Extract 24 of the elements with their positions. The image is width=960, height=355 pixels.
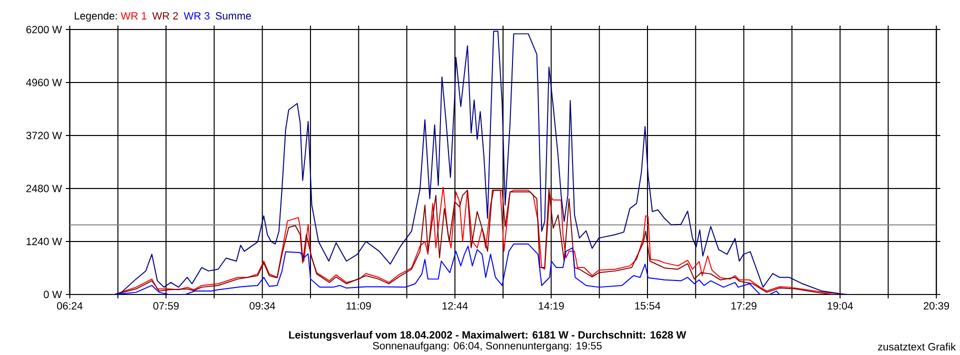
x-tick-label: 14:19 xyxy=(538,302,564,310)
x-tick-label: 09:34 xyxy=(250,302,276,310)
y-tick-label: 6200 W xyxy=(26,26,62,34)
text: Leistungsverlauf vom 18.04.2002 - Maximalwert: 6181 W - Durchschnitt: 1628 W xyxy=(289,331,686,341)
y-tick-label: 2480 W xyxy=(26,185,62,192)
text: Sonnenaufgang: 06:04, Sonnenuntergang: 19:55 xyxy=(372,342,602,352)
legend-title: Legende: xyxy=(74,12,117,22)
text: WR 1 xyxy=(120,12,146,20)
x-tick-label: 17:29 xyxy=(731,302,756,310)
x-tick-label: 19:04 xyxy=(828,302,853,310)
x-tick-label: 11:09 xyxy=(346,302,371,310)
y-tick-label: 4960 W xyxy=(26,79,62,86)
text: WR 2 xyxy=(152,12,178,20)
text: WR 3 xyxy=(184,12,210,20)
x-tick-label: 07:59 xyxy=(153,302,179,310)
y-tick-label: 0 W xyxy=(44,290,62,298)
x-tick-label: 06:24 xyxy=(57,302,83,310)
y-tick-label: 3720 W xyxy=(26,132,62,140)
x-tick-label: 12:44 xyxy=(442,302,468,310)
text: Summe xyxy=(216,12,251,20)
y-tick-label: 1240 W xyxy=(26,238,62,246)
x-tick-label: 20:39 xyxy=(924,302,949,310)
x-tick-label: 15:54 xyxy=(635,302,660,310)
text: zusatztext Grafik xyxy=(878,343,956,351)
